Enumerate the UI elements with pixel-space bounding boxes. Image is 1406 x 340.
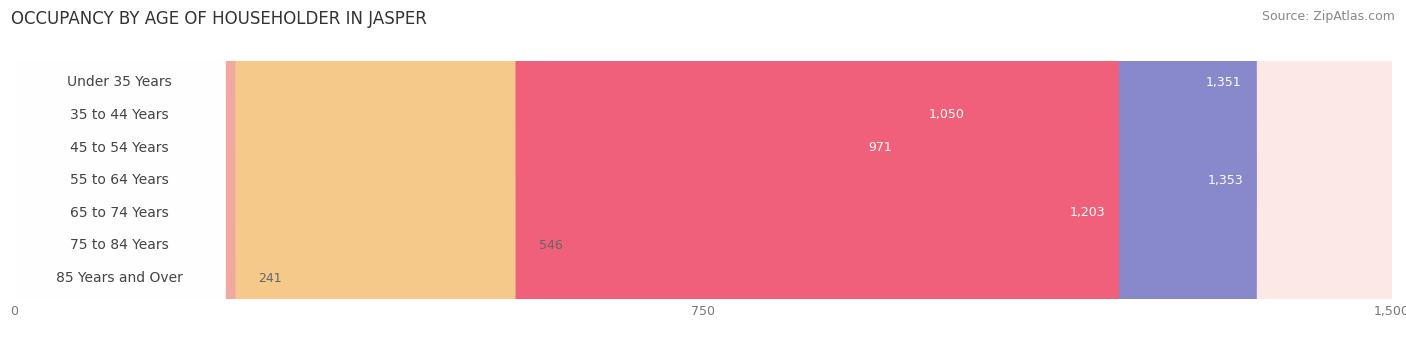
- FancyBboxPatch shape: [14, 0, 1392, 340]
- Text: 75 to 84 Years: 75 to 84 Years: [70, 238, 169, 252]
- FancyBboxPatch shape: [14, 0, 1257, 340]
- Text: 1,203: 1,203: [1070, 206, 1105, 219]
- FancyBboxPatch shape: [14, 0, 1256, 340]
- FancyBboxPatch shape: [14, 0, 905, 340]
- Text: 1,351: 1,351: [1206, 76, 1241, 89]
- FancyBboxPatch shape: [14, 0, 225, 340]
- FancyBboxPatch shape: [14, 0, 1392, 340]
- FancyBboxPatch shape: [14, 0, 225, 340]
- FancyBboxPatch shape: [14, 0, 1392, 340]
- Text: 241: 241: [259, 272, 283, 285]
- FancyBboxPatch shape: [14, 0, 225, 340]
- Text: OCCUPANCY BY AGE OF HOUSEHOLDER IN JASPER: OCCUPANCY BY AGE OF HOUSEHOLDER IN JASPE…: [11, 10, 427, 28]
- Text: 55 to 64 Years: 55 to 64 Years: [70, 173, 169, 187]
- FancyBboxPatch shape: [14, 0, 1392, 340]
- Text: 1,353: 1,353: [1208, 174, 1243, 187]
- Text: 65 to 74 Years: 65 to 74 Years: [70, 206, 169, 220]
- FancyBboxPatch shape: [14, 0, 225, 340]
- FancyBboxPatch shape: [14, 0, 1392, 340]
- FancyBboxPatch shape: [14, 0, 516, 340]
- Text: 35 to 44 Years: 35 to 44 Years: [70, 108, 169, 122]
- Text: 1,050: 1,050: [929, 108, 965, 121]
- FancyBboxPatch shape: [14, 0, 1392, 340]
- FancyBboxPatch shape: [14, 0, 225, 340]
- Text: Source: ZipAtlas.com: Source: ZipAtlas.com: [1261, 10, 1395, 23]
- FancyBboxPatch shape: [14, 0, 225, 340]
- Text: 45 to 54 Years: 45 to 54 Years: [70, 141, 169, 155]
- FancyBboxPatch shape: [14, 0, 1119, 340]
- FancyBboxPatch shape: [14, 0, 235, 340]
- Text: 971: 971: [869, 141, 893, 154]
- Text: 546: 546: [538, 239, 562, 252]
- FancyBboxPatch shape: [14, 0, 225, 340]
- Text: 85 Years and Over: 85 Years and Over: [56, 271, 183, 285]
- Text: Under 35 Years: Under 35 Years: [67, 75, 172, 89]
- FancyBboxPatch shape: [14, 0, 979, 340]
- FancyBboxPatch shape: [14, 0, 1392, 340]
